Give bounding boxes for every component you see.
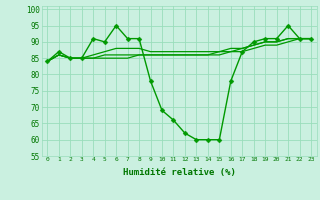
X-axis label: Humidité relative (%): Humidité relative (%) [123,168,236,177]
